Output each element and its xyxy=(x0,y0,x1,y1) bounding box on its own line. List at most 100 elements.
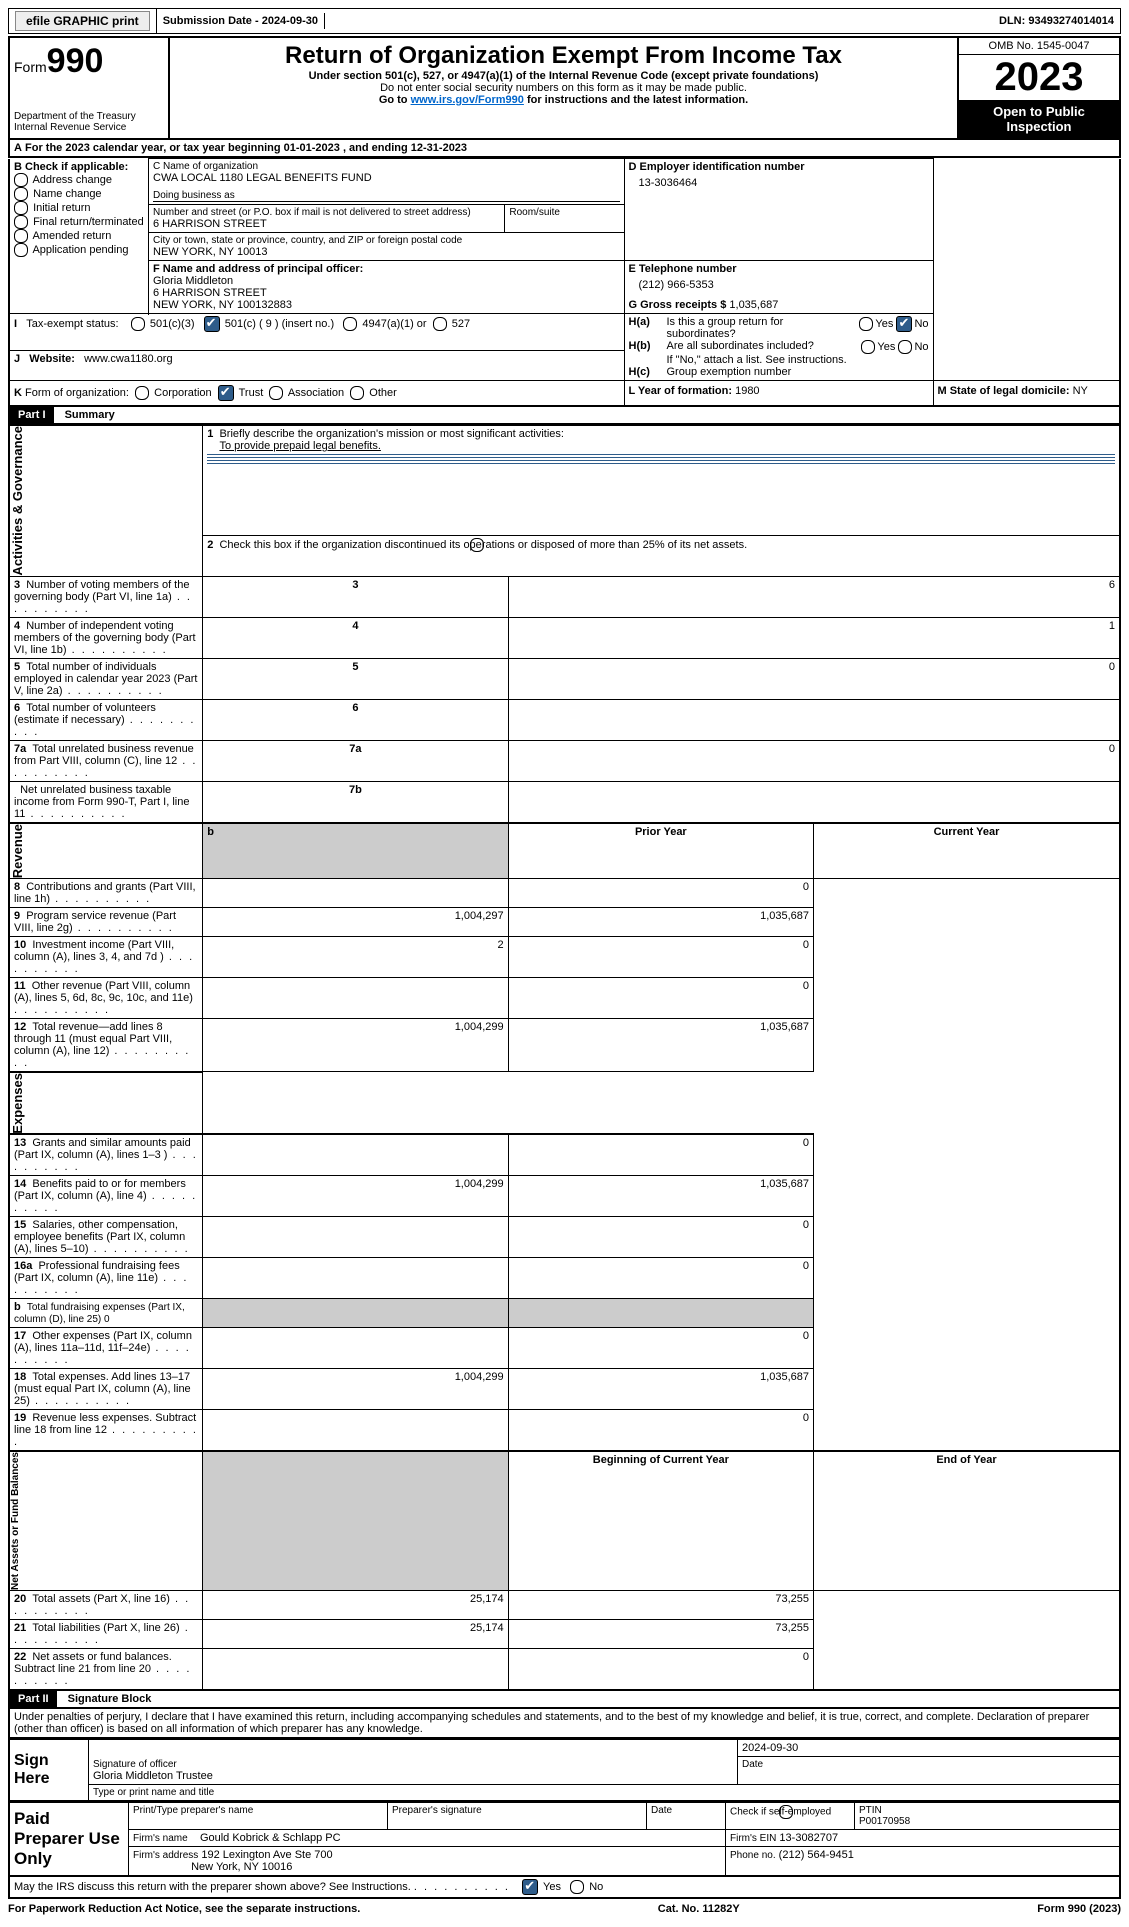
efile-print-button[interactable]: efile GRAPHIC print xyxy=(15,11,150,31)
ha-yes-checkbox[interactable] xyxy=(859,317,873,331)
cb-other[interactable] xyxy=(350,386,364,400)
col-prior-year: Prior Year xyxy=(508,823,813,879)
org-name: CWA LOCAL 1180 LEGAL BENEFITS FUND xyxy=(153,172,620,184)
ein-label: D Employer identification number xyxy=(629,161,929,173)
cb-501c3[interactable] xyxy=(131,317,145,331)
summary-row: 14 Benefits paid to or for members (Part… xyxy=(9,1176,1120,1217)
page-footer: For Paperwork Reduction Act Notice, see … xyxy=(8,1899,1121,1919)
opt-initial-return: Initial return xyxy=(33,201,90,213)
year-form-label: L Year of formation: xyxy=(629,385,733,397)
website-value: www.cwa1180.org xyxy=(84,353,172,365)
summary-row: 9 Program service revenue (Part VIII, li… xyxy=(9,907,1120,936)
summary-row: 15 Salaries, other compensation, employe… xyxy=(9,1217,1120,1258)
hb-question: Are all subordinates included? xyxy=(667,340,839,354)
firm-ein-label: Firm's EIN xyxy=(730,1833,776,1844)
ha-no-checkbox[interactable] xyxy=(896,316,912,332)
opt-501c3: 501(c)(3) xyxy=(150,318,195,330)
sig-type-label: Type or print name and title xyxy=(89,1784,1121,1801)
letter-i: I xyxy=(14,318,17,330)
hb-note: If "No," attach a list. See instructions… xyxy=(667,354,929,366)
summary-row: 12 Total revenue—add lines 8 through 11 … xyxy=(9,1018,1120,1072)
cb-corp[interactable] xyxy=(135,386,149,400)
city-label: City or town, state or province, country… xyxy=(153,235,620,246)
opt-4947: 4947(a)(1) or xyxy=(362,318,426,330)
summary-table: Activities & Governance 1 Briefly descri… xyxy=(8,425,1121,1691)
footer-right: Form 990 (2023) xyxy=(1037,1903,1121,1915)
tax-year-line: For the 2023 calendar year, or tax year … xyxy=(25,142,467,154)
checkbox-address-change[interactable] xyxy=(14,173,28,187)
part1-title: Summary xyxy=(57,407,123,423)
summary-row: 5 Total number of individuals employed i… xyxy=(9,658,1120,699)
paid-preparer-label: Paid Preparer Use Only xyxy=(9,1802,129,1876)
footer-mid: Cat. No. 11282Y xyxy=(658,1903,740,1915)
sig-date-label: Date xyxy=(738,1757,1121,1785)
ha-no: No xyxy=(914,318,928,330)
cb-discuss-yes[interactable] xyxy=(522,1879,538,1895)
hc-question: Group exemption number xyxy=(667,366,929,378)
form-label: Form xyxy=(14,59,47,75)
discuss-question: May the IRS discuss this return with the… xyxy=(14,1881,411,1893)
ha-question: Is this a group return for subordinates? xyxy=(667,316,839,340)
opt-corp: Corporation xyxy=(154,387,211,399)
mission-label: Briefly describe the organization's miss… xyxy=(219,428,563,440)
hb-yes: Yes xyxy=(877,341,895,353)
website-label: Website: xyxy=(29,353,75,365)
checkbox-amended-return[interactable] xyxy=(14,229,28,243)
cb-501c[interactable] xyxy=(204,316,220,332)
hb-yes-checkbox[interactable] xyxy=(861,340,875,354)
opt-final-return: Final return/terminated xyxy=(33,215,144,227)
officer-addr1: 6 HARRISON STREET xyxy=(153,287,620,299)
summary-row: 8 Contributions and grants (Part VIII, l… xyxy=(9,878,1120,907)
cb-discontinued[interactable] xyxy=(470,538,484,552)
prep-date-label: Date xyxy=(647,1802,726,1829)
prep-sig-label: Preparer's signature xyxy=(388,1802,647,1829)
paid-preparer-block: Paid Preparer Use Only Print/Type prepar… xyxy=(8,1802,1121,1877)
gross-label: G Gross receipts $ xyxy=(629,299,727,311)
checkbox-final-return[interactable] xyxy=(14,215,28,229)
dba-label: Doing business as xyxy=(153,190,620,202)
cb-self-employed[interactable] xyxy=(779,1805,793,1819)
officer-addr2: NEW YORK, NY 100132883 xyxy=(153,299,620,311)
tax-year: 2023 xyxy=(959,55,1119,100)
checkbox-name-change[interactable] xyxy=(14,187,28,201)
form990-link[interactable]: www.irs.gov/Form990 xyxy=(411,94,524,106)
officer-name: Gloria Middleton xyxy=(153,275,620,287)
cb-4947[interactable] xyxy=(343,317,357,331)
line1-num: 1 xyxy=(207,428,213,440)
firm-phone-label: Phone no. xyxy=(730,1850,776,1861)
part2-title: Signature Block xyxy=(60,1691,160,1707)
opt-amended-return: Amended return xyxy=(32,229,111,241)
summary-row: 10 Investment income (Part VIII, column … xyxy=(9,936,1120,977)
opt-527: 527 xyxy=(452,318,470,330)
side-label-revenue: Revenue xyxy=(10,824,25,878)
side-label-expenses: Expenses xyxy=(10,1073,25,1134)
discuss-yes: Yes xyxy=(543,1881,561,1893)
form-header: Form990 Department of the Treasury Inter… xyxy=(8,36,1121,140)
ptin-label: PTIN xyxy=(859,1805,882,1816)
mission-text: To provide prepaid legal benefits. xyxy=(219,440,380,452)
opt-app-pending: Application pending xyxy=(32,243,128,255)
city-value: NEW YORK, NY 10013 xyxy=(153,246,620,258)
domicile-label: M State of legal domicile: xyxy=(938,385,1070,397)
cb-assoc[interactable] xyxy=(269,386,283,400)
signature-block: Sign Here 2024-09-30 Signature of office… xyxy=(8,1739,1121,1802)
perjury-statement: Under penalties of perjury, I declare th… xyxy=(8,1709,1121,1739)
opt-name-change: Name change xyxy=(33,187,102,199)
summary-row: Net unrelated business taxable income fr… xyxy=(9,781,1120,823)
col-end-year: End of Year xyxy=(814,1451,1120,1591)
tax-exempt-label: Tax-exempt status: xyxy=(26,318,118,330)
ptin-value: P00170958 xyxy=(859,1816,910,1827)
top-bar: efile GRAPHIC print Submission Date - 20… xyxy=(8,8,1121,34)
phone-value: (212) 966-5353 xyxy=(629,275,929,291)
opt-assoc: Association xyxy=(288,387,344,399)
letter-k: K xyxy=(14,387,22,399)
cb-trust[interactable] xyxy=(218,385,234,401)
hb-no-checkbox[interactable] xyxy=(898,340,912,354)
checkbox-initial-return[interactable] xyxy=(14,201,28,215)
letter-a: A xyxy=(14,142,22,154)
hb-pre: H(b) xyxy=(629,340,667,354)
sign-date: 2024-09-30 xyxy=(738,1740,1121,1757)
cb-discuss-no[interactable] xyxy=(570,1880,584,1894)
checkbox-application-pending[interactable] xyxy=(14,243,28,257)
cb-527[interactable] xyxy=(433,317,447,331)
